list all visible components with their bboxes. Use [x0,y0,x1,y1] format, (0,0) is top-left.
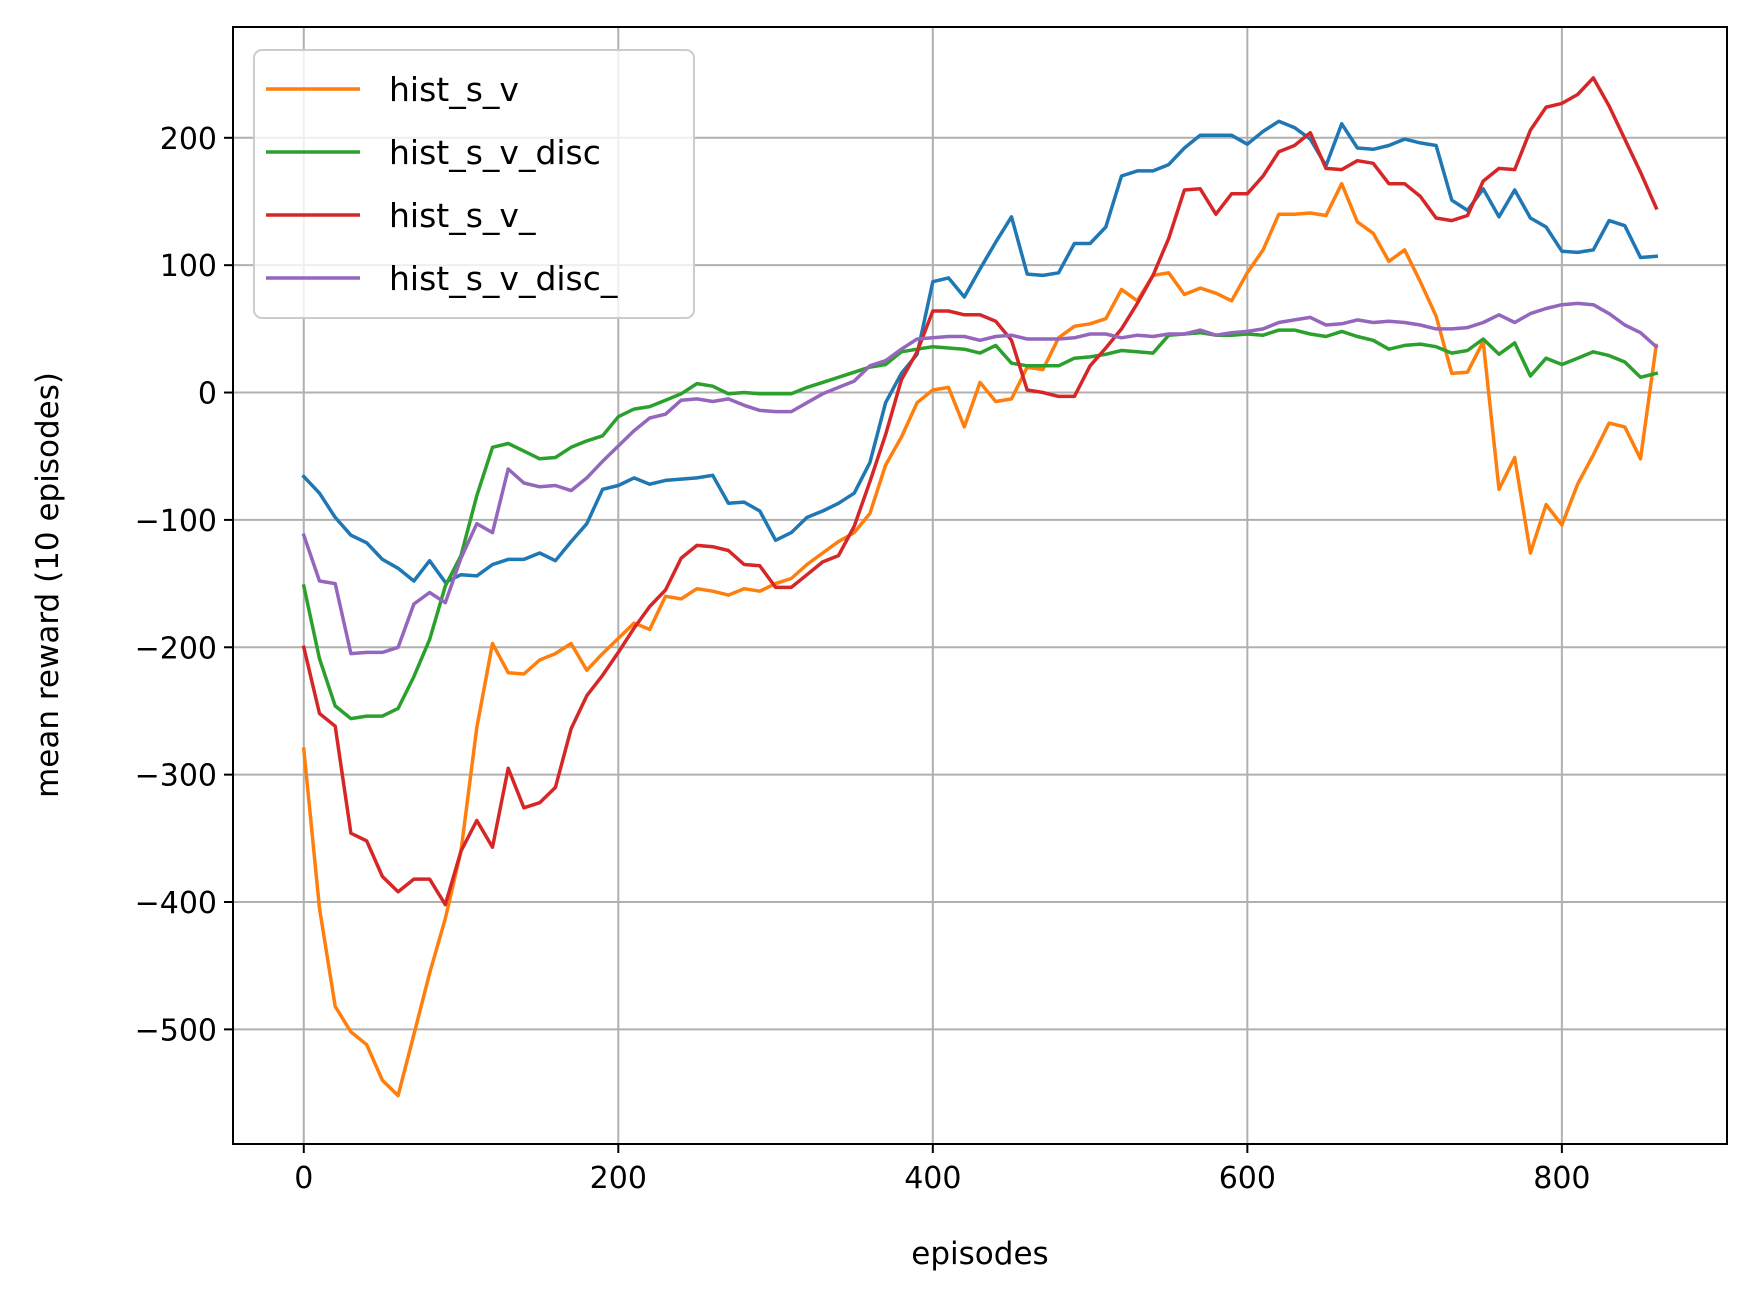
y-tick-label: −100 [135,504,217,539]
x-tick-label: 200 [590,1161,647,1196]
y-tick-label: 200 [160,122,217,157]
legend-label: hist_s_v_disc_ [389,259,618,298]
x-tick-label: 800 [1533,1161,1590,1196]
series-line-hist_s_v_ [301,76,1659,907]
y-tick-label: −500 [135,1013,217,1048]
axis-ticks: 0 200 400 600 800 −500 −400 −300 −200 −100 0 100 200 [135,122,1591,1196]
y-tick-label: −300 [135,759,217,794]
x-tick-label: 0 [294,1161,313,1196]
y-tick-label: −200 [135,631,217,666]
x-axis-label: episodes [911,1236,1048,1272]
x-tick-label: 600 [1219,1161,1276,1196]
series-lines [301,76,1659,1098]
legend-label: hist_s_v [389,70,519,109]
legend-label: hist_s_v_disc [389,133,601,172]
series-line-hist_s_v_disc [301,328,1659,721]
legend: hist_s_v hist_s_v_disc hist_s_v_ hist_s_v_d… [253,49,695,319]
plot-frame [232,26,1728,1145]
legend-label: hist_s_v_ [389,196,536,235]
legend-box [253,49,695,319]
y-tick-label: −400 [135,886,217,921]
series-line-hist_s_v_disc_ [301,301,1659,656]
series-line-series-0 [301,119,1659,585]
series-line-hist_s_v [301,181,1659,1098]
y-tick-label: 0 [198,377,217,412]
x-tick-label: 400 [904,1161,961,1196]
y-tick-label: 100 [160,249,217,284]
y-axis-label: mean reward (10 episodes) [30,372,66,798]
